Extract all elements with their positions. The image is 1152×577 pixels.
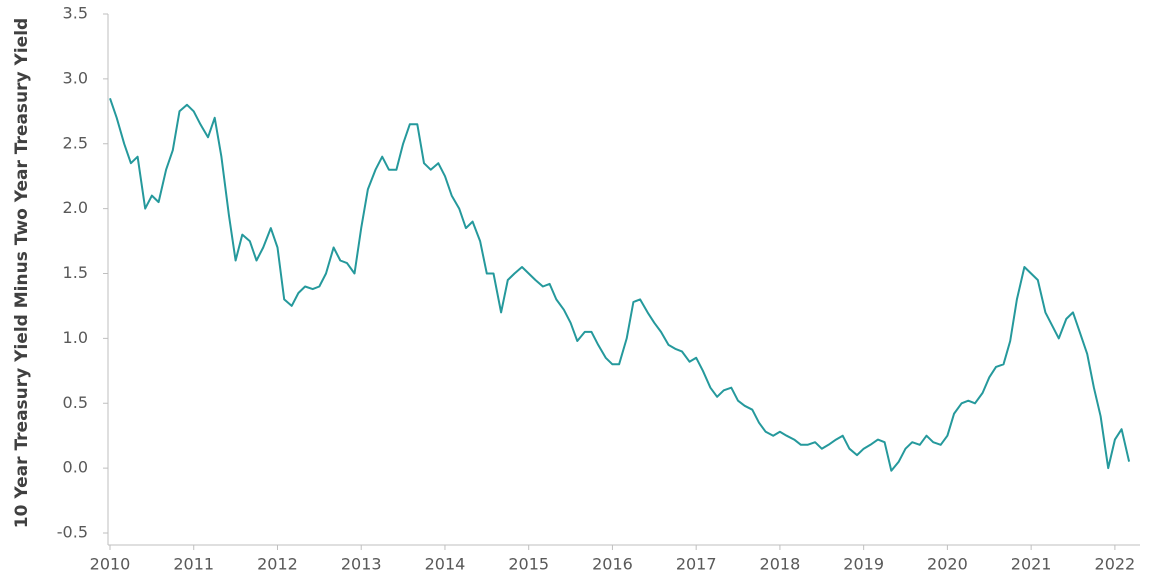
x-tick-label: 2022 [1095, 555, 1136, 574]
y-tick-label: 3.0 [63, 68, 88, 87]
x-tick-label: 2016 [592, 555, 633, 574]
y-tick-label: 2.5 [63, 133, 88, 152]
x-tick-label: 2018 [760, 555, 801, 574]
y-tick-label: 1.5 [63, 263, 88, 282]
x-tick-label: 2019 [843, 555, 884, 574]
x-tick-label: 2013 [341, 555, 382, 574]
data-line [109, 97, 1131, 472]
y-tick-label: 0.0 [63, 458, 88, 477]
y-tick-label: 0.5 [63, 393, 88, 412]
x-tick-label: 2020 [927, 555, 968, 574]
y-tick-label: 1.0 [63, 328, 88, 347]
y-tick-label: 2.0 [63, 198, 88, 217]
x-tick-label: 2010 [90, 555, 131, 574]
y-tick-label: 3.5 [63, 4, 88, 23]
y-axis-label: 10 Year Treasury Yield Minus Two Year Tr… [12, 18, 32, 528]
y-tick-label: -0.5 [57, 523, 88, 542]
x-tick-label: 2012 [257, 555, 298, 574]
x-tick-label: 2014 [425, 555, 466, 574]
x-tick-label: 2015 [508, 555, 549, 574]
x-tick-label: 2021 [1011, 555, 1052, 574]
x-tick-label: 2011 [173, 555, 214, 574]
x-tick-label: 2017 [676, 555, 717, 574]
